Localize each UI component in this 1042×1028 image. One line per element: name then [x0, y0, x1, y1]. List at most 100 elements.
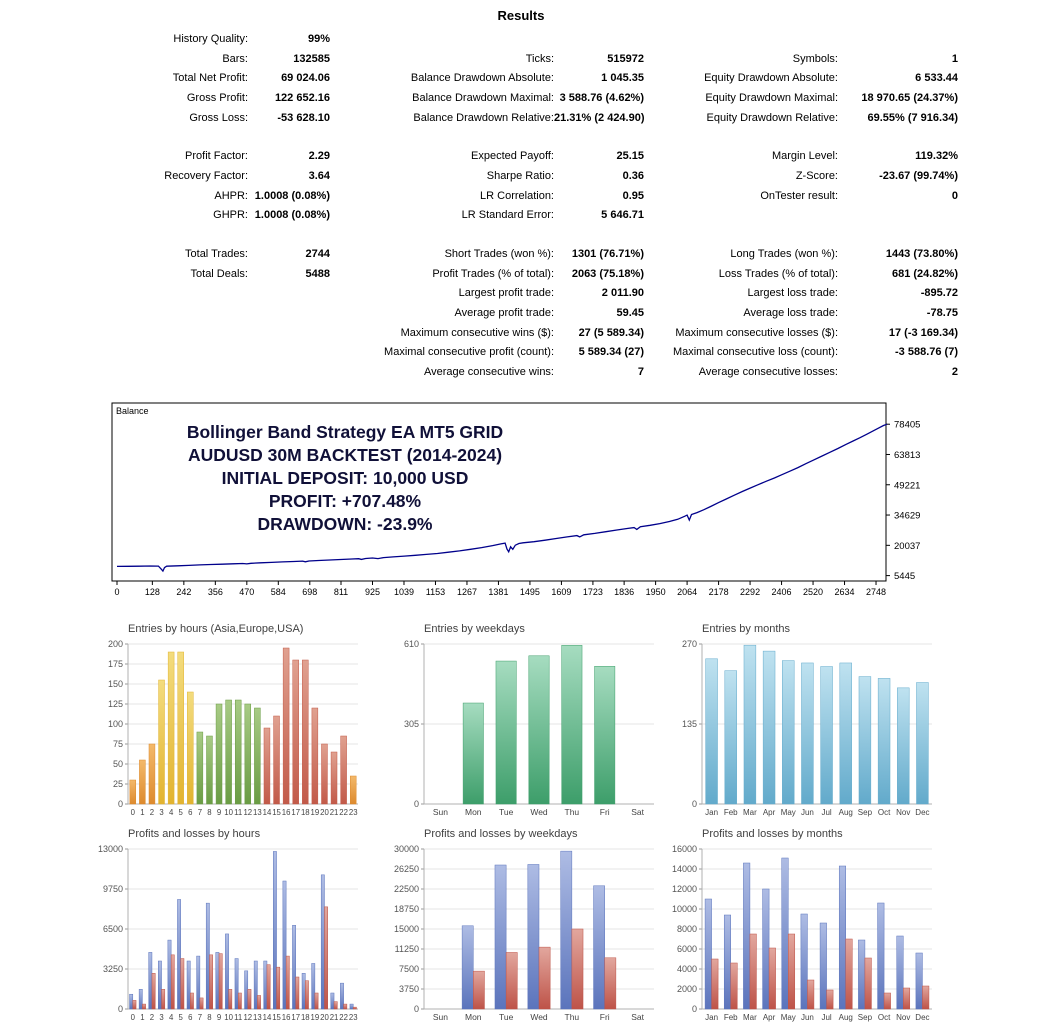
stat-value: 6 533.44 — [915, 72, 958, 85]
x-axis-label: 18 — [301, 1013, 310, 1022]
balance-x-label: 1153 — [426, 587, 445, 597]
bar — [571, 928, 584, 1010]
bar — [340, 735, 347, 805]
stats-row: Total Net Profit: 69 024.06 Balance Drawdo… — [120, 68, 958, 88]
stat-label: Equity Drawdown Maximal: — [705, 91, 838, 104]
x-axis-label: Apr — [763, 1013, 776, 1022]
x-axis-label: 0 — [131, 1013, 136, 1022]
x-axis-label: Oct — [878, 808, 891, 817]
x-axis-label: 23 — [349, 808, 358, 817]
balance-overlay-line: AUDUSD 30M BACKTEST (2014-2024) — [188, 445, 502, 465]
stat-label: Average consecutive losses: — [698, 366, 838, 379]
bar — [311, 963, 316, 1010]
x-axis-label: Mar — [743, 1013, 757, 1022]
x-axis-label: 15 — [272, 1013, 281, 1022]
stats-row: Gross Loss: -53 628.10 Balance Drawdown Re… — [120, 108, 958, 128]
bar — [505, 952, 518, 1010]
balance-line — [116, 423, 888, 573]
x-axis-label: Sun — [433, 1012, 448, 1022]
bar — [237, 992, 242, 1010]
stat-value: 2063 (75.18%) — [571, 267, 644, 280]
x-axis-label: Jan — [705, 808, 718, 817]
bar — [333, 1001, 338, 1010]
stat-value: 2 — [951, 366, 958, 379]
bar — [129, 779, 137, 805]
stats-row: Recovery Factor: 3.64 Sharpe Ratio: 0.36 Z-S… — [120, 166, 958, 186]
bar — [724, 670, 737, 805]
y-axis-label: 50 — [113, 759, 123, 769]
bar — [462, 702, 484, 805]
x-axis-label: Oct — [878, 1013, 891, 1022]
pl-by-months-chart-svg: Profits and losses by months 0 2000 4000 600… — [672, 828, 932, 1022]
bar — [282, 880, 287, 1010]
bar — [253, 960, 258, 1010]
x-axis-label: Dec — [915, 808, 929, 817]
stat-value: -53 628.10 — [277, 111, 330, 124]
x-axis-label: 2 — [150, 808, 154, 817]
x-axis-label: 16 — [282, 808, 291, 817]
stat-value: 2744 — [305, 248, 330, 261]
stat-label: Maximum consecutive losses ($): — [675, 326, 838, 339]
y-axis-label: 0 — [414, 1004, 419, 1014]
stat-label: Maximum consecutive wins ($): — [400, 326, 554, 339]
x-axis-label: Mar — [743, 808, 757, 817]
x-axis-label: 13 — [253, 1013, 262, 1022]
stats-row: Maximal consecutive profit (count): 5 589… — [120, 343, 958, 363]
balance-x-label: 925 — [365, 587, 380, 597]
stat-label: Bars: — [222, 52, 248, 65]
x-axis-label: 4 — [169, 808, 174, 817]
y-axis-label: 12000 — [672, 884, 697, 894]
bar — [132, 1000, 137, 1010]
bar — [266, 964, 271, 1010]
stat-label: Largest loss trade: — [747, 287, 839, 300]
balance-x-label: 2406 — [772, 587, 792, 597]
stats-row: Total Trades: 2744 Short Trades (won %): 13… — [120, 244, 958, 264]
stat-label: Ticks: — [525, 52, 554, 65]
stat-value: -23.67 (99.74%) — [879, 169, 958, 182]
x-axis-label: Nov — [896, 1013, 910, 1022]
x-axis-label: 13 — [253, 808, 262, 817]
balance-overlay-line: Bollinger Band Strategy EA MT5 GRID — [187, 422, 503, 442]
x-axis-label: 2 — [150, 1013, 154, 1022]
x-axis-label: Tue — [499, 807, 514, 817]
stat-label: Total Net Profit: — [172, 72, 248, 85]
bar — [218, 953, 223, 1010]
stat-value: 69.55% (7 916.34) — [867, 111, 958, 124]
bar — [161, 989, 166, 1010]
balance-overlay-line: PROFIT: +707.48% — [269, 491, 422, 511]
stats-row: Maximum consecutive wins ($): 27 (5 589.3… — [120, 323, 958, 343]
bar — [473, 970, 485, 1010]
bar — [151, 973, 156, 1010]
x-axis-label: 5 — [179, 1013, 184, 1022]
y-axis-label: 150 — [108, 679, 123, 689]
stat-value: 99% — [307, 32, 330, 45]
entries-by-months-chart-svg: Entries by months 0 135 270 Jan Feb Mar Apr May J… — [682, 623, 932, 817]
bar — [276, 966, 281, 1010]
stat-label: Balance Drawdown Absolute: — [410, 72, 554, 85]
bar — [768, 947, 776, 1010]
bar — [826, 989, 834, 1010]
stats-row: Bars: 132585 Ticks: 515972 Symbols: 1 — [120, 49, 958, 69]
bar — [305, 980, 309, 1010]
bar — [129, 993, 134, 1010]
bar — [820, 666, 833, 805]
bar — [301, 973, 306, 1010]
stat-value: 2 011.90 — [601, 287, 644, 300]
y-axis-label: 3750 — [399, 984, 419, 994]
bar — [705, 658, 718, 805]
bar — [209, 954, 213, 1010]
stat-label: Symbols: — [792, 52, 838, 65]
bar — [139, 759, 146, 805]
stat-value: 132585 — [293, 52, 330, 65]
stat-label: Profit Trades (% of total): — [432, 267, 554, 280]
bar — [723, 914, 731, 1010]
bar — [743, 644, 757, 805]
y-axis-label: 135 — [682, 719, 697, 729]
x-axis-label: 15 — [272, 808, 281, 817]
stat-value: 59.45 — [616, 307, 644, 320]
y-axis-label: 100 — [108, 719, 123, 729]
x-axis-label: Jul — [821, 808, 831, 817]
bar — [819, 922, 827, 1010]
bar — [897, 687, 910, 805]
bar — [196, 955, 201, 1010]
